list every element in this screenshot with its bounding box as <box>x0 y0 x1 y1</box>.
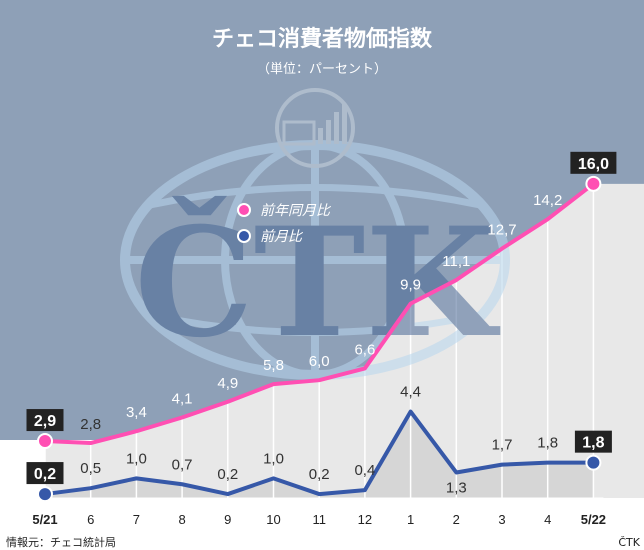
point-yoy-0 <box>37 433 53 450</box>
label-yoy-0: 2,9 <box>34 413 56 430</box>
label-mom-0-box <box>26 462 64 485</box>
label-mom-1: 0,5 <box>80 460 101 477</box>
label-yoy-3: 4,1 <box>172 390 193 407</box>
label-yoy-4: 4,9 <box>217 375 238 392</box>
label-yoy-7: 6,6 <box>354 341 375 358</box>
label-mom-4: 0,2 <box>217 466 238 483</box>
x-tick-label: 7 <box>133 512 140 527</box>
x-tick-label: 2 <box>453 512 460 527</box>
label-yoy-2: 3,4 <box>126 404 147 421</box>
label-yoy-8: 9,9 <box>400 277 421 294</box>
label-mom-11: 1,8 <box>537 435 558 452</box>
label-mom-3: 0,7 <box>172 456 193 473</box>
label-mom-5: 1,0 <box>263 450 284 467</box>
x-tick-label: 8 <box>178 512 185 527</box>
x-tick-label: 5/22 <box>581 512 606 527</box>
x-tick-label: 6 <box>87 512 94 527</box>
line-yoy <box>44 182 595 446</box>
x-tick-label: 9 <box>224 512 231 527</box>
label-mom-12-box <box>574 430 612 453</box>
source-note: 情報元：チェコ統計局 <box>6 535 116 549</box>
point-yoy-12 <box>585 175 602 192</box>
label-mom-6: 0,2 <box>309 466 330 483</box>
label-mom-9: 1,3 <box>446 479 467 496</box>
x-tick-label: 3 <box>498 512 505 527</box>
chart-title: チェコ消費者物価指数 <box>212 26 433 52</box>
point-mom-12 <box>585 454 602 471</box>
legend-marker-mom <box>237 229 251 243</box>
line-mom <box>44 409 594 497</box>
label-mom-8: 4,4 <box>400 384 421 401</box>
label-mom-10: 1,7 <box>492 437 513 454</box>
watermark-text: ČTK <box>134 195 500 371</box>
label-yoy-11: 14,2 <box>533 192 562 209</box>
label-mom-7: 0,4 <box>354 462 375 479</box>
point-mom-0 <box>37 486 53 503</box>
label-yoy-12-box <box>570 151 617 174</box>
label-yoy-12: 16,0 <box>578 156 609 173</box>
data-labels: 2,9 2,8 3,4 4,1 4,9 5,8 6,0 6,6 9,9 11,1 12,7 14,2 1… <box>26 151 617 496</box>
label-mom-12: 1,8 <box>582 435 604 452</box>
x-axis: 5/21 6 7 8 9 10 11 12 1 2 3 4 5/22 <box>32 512 606 527</box>
credit-note: ČTK <box>618 536 640 549</box>
ctk-watermark-logo: ČTK <box>120 88 510 380</box>
label-mom-2: 1,0 <box>126 450 147 467</box>
x-tick-label: 11 <box>312 512 326 527</box>
label-yoy-5: 5,8 <box>263 357 284 374</box>
legend-label-yoy: 前年同月比 <box>260 203 332 219</box>
legend: 前年同月比 前月比 <box>237 203 332 245</box>
label-yoy-9: 11,1 <box>442 253 470 270</box>
series-layer <box>37 175 602 503</box>
x-tick-label: 5/21 <box>32 512 57 527</box>
money-chart-icon <box>275 88 355 168</box>
chart-subtitle: （単位：パーセント） <box>257 61 387 77</box>
x-tick-label: 10 <box>266 512 280 527</box>
label-yoy-10: 12,7 <box>487 222 516 239</box>
label-yoy-6: 6,0 <box>309 353 330 370</box>
label-mom-0: 0,2 <box>34 466 56 483</box>
x-tick-label: 12 <box>358 512 372 527</box>
legend-label-mom: 前月比 <box>260 229 304 245</box>
label-yoy-1: 2,8 <box>80 416 101 433</box>
legend-marker-yoy <box>237 203 251 217</box>
label-yoy-0-box <box>26 409 64 432</box>
x-tick-label: 1 <box>407 512 414 527</box>
x-tick-label: 4 <box>544 512 551 527</box>
